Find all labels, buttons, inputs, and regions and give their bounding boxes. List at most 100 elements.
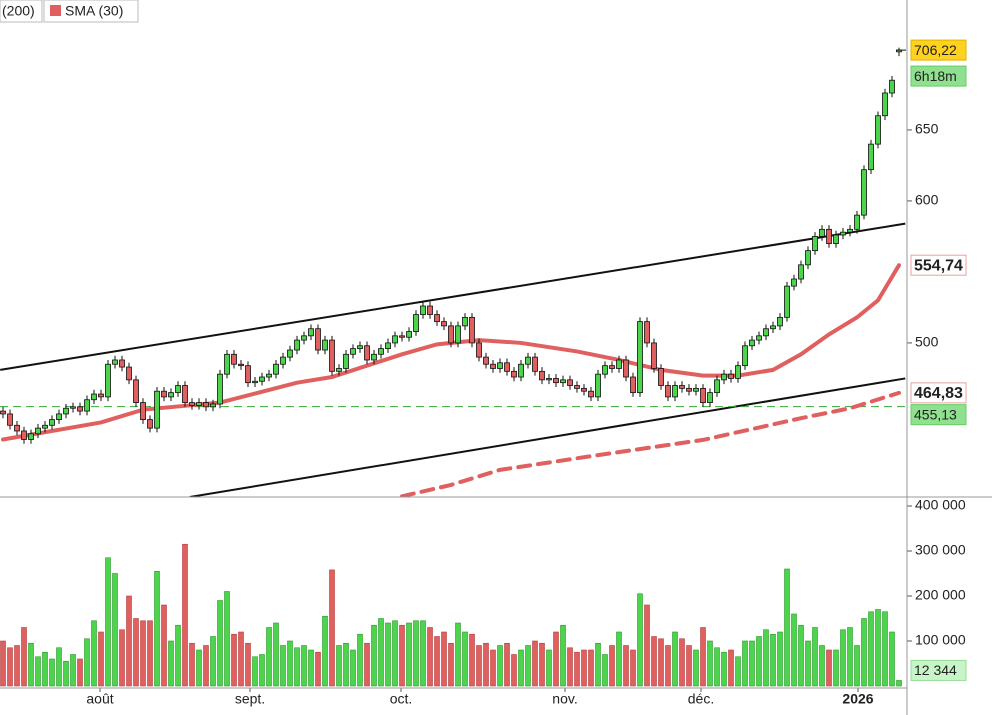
candle-body bbox=[791, 278, 797, 287]
candle-body bbox=[511, 370, 517, 378]
candle-body bbox=[665, 385, 671, 398]
candle-body bbox=[532, 356, 538, 372]
volume-bar bbox=[756, 636, 762, 687]
volume-bar bbox=[238, 631, 244, 687]
volume-bar bbox=[896, 680, 902, 687]
volume-bar bbox=[854, 645, 860, 687]
candle-body bbox=[595, 373, 601, 398]
volume-bar bbox=[189, 642, 195, 687]
ma-value-label: 464,83 bbox=[914, 385, 963, 402]
volume-bar bbox=[329, 569, 335, 687]
volume-bar bbox=[245, 642, 251, 687]
volume-bar bbox=[462, 631, 468, 687]
candle-body bbox=[161, 390, 167, 398]
candle-body bbox=[553, 378, 559, 384]
last-volume-label-box bbox=[910, 659, 967, 681]
candle-body bbox=[273, 363, 279, 375]
volume-bar bbox=[56, 647, 62, 687]
volume-bar bbox=[609, 645, 615, 687]
volume-bar bbox=[476, 645, 482, 687]
legend-box bbox=[43, 0, 139, 23]
candle-body bbox=[525, 356, 531, 365]
volume-tick-label: 400 000 bbox=[915, 497, 966, 513]
volume-bar bbox=[140, 620, 146, 687]
volume-bar bbox=[196, 649, 202, 687]
volume-bar bbox=[791, 613, 797, 687]
candle-body bbox=[770, 325, 776, 330]
candle-body bbox=[406, 331, 412, 338]
candle-body bbox=[707, 392, 713, 403]
candle-body bbox=[574, 385, 580, 389]
candle-body bbox=[259, 376, 265, 382]
candle-body bbox=[749, 339, 755, 347]
candle-body bbox=[245, 365, 251, 384]
candle-body bbox=[798, 264, 804, 280]
volume-bar bbox=[868, 611, 874, 687]
candle-body bbox=[0, 410, 6, 415]
volume-bar bbox=[287, 640, 293, 687]
volume-bar bbox=[322, 615, 328, 687]
volume-bar bbox=[210, 636, 216, 687]
volume-bar bbox=[399, 624, 405, 687]
candle-body bbox=[742, 345, 748, 367]
candle-body bbox=[700, 387, 706, 403]
x-tick-label: oct. bbox=[390, 691, 413, 707]
volume-bar bbox=[112, 573, 118, 687]
volume-bar bbox=[651, 636, 657, 687]
volume-bar bbox=[574, 651, 580, 687]
candle-body bbox=[308, 328, 314, 337]
candle-body bbox=[483, 356, 489, 365]
x-tick-label: 2026 bbox=[842, 691, 873, 707]
candle-body bbox=[588, 390, 594, 398]
volume-bar bbox=[588, 649, 594, 687]
candle-body bbox=[7, 413, 13, 426]
candle-body bbox=[721, 373, 727, 381]
candle-body bbox=[819, 228, 825, 237]
candle-body bbox=[147, 419, 153, 429]
candle-body bbox=[462, 316, 468, 327]
candle-body bbox=[28, 433, 34, 440]
volume-bar bbox=[427, 627, 433, 687]
candle-body bbox=[469, 316, 475, 344]
volume-bar bbox=[553, 631, 559, 687]
volume-bar bbox=[392, 620, 398, 687]
ma-value-label-box bbox=[910, 254, 967, 276]
volume-bar bbox=[882, 611, 888, 687]
countdown-label: 6h18m bbox=[914, 68, 957, 84]
volume-tick-label: 300 000 bbox=[915, 542, 966, 558]
volume-bar bbox=[7, 647, 13, 687]
candle-body bbox=[196, 402, 202, 406]
volume-bar bbox=[483, 642, 489, 687]
candle-body bbox=[364, 345, 370, 361]
volume-bar bbox=[735, 656, 741, 687]
volume-bar bbox=[469, 633, 475, 687]
volume-tick-label: 100 000 bbox=[915, 632, 966, 648]
volume-bar bbox=[826, 649, 832, 687]
volume-bar bbox=[182, 543, 188, 687]
candle-body bbox=[637, 321, 643, 394]
candle-body bbox=[350, 348, 356, 355]
candle-body bbox=[777, 316, 783, 327]
moving-average bbox=[400, 390, 901, 497]
candle-body bbox=[861, 169, 867, 216]
candle-body bbox=[686, 387, 692, 392]
candle-body bbox=[714, 379, 720, 394]
volume-bar bbox=[252, 656, 258, 687]
candle-body bbox=[735, 365, 741, 379]
candle-body bbox=[140, 402, 146, 421]
candle-body bbox=[420, 305, 426, 315]
volume-bar bbox=[637, 593, 643, 687]
candle-body bbox=[413, 314, 419, 332]
countdown-box bbox=[910, 65, 967, 87]
candle-body bbox=[651, 342, 657, 369]
volume-bar bbox=[420, 620, 426, 687]
candle-body bbox=[392, 335, 398, 344]
candle-body bbox=[371, 353, 377, 361]
candle-body bbox=[329, 339, 335, 372]
candle-body bbox=[301, 335, 307, 341]
candle-body bbox=[658, 368, 664, 386]
volume-bar bbox=[28, 642, 34, 687]
volume-bar bbox=[644, 604, 650, 687]
candle-body bbox=[504, 362, 510, 372]
candle-body bbox=[497, 362, 503, 369]
